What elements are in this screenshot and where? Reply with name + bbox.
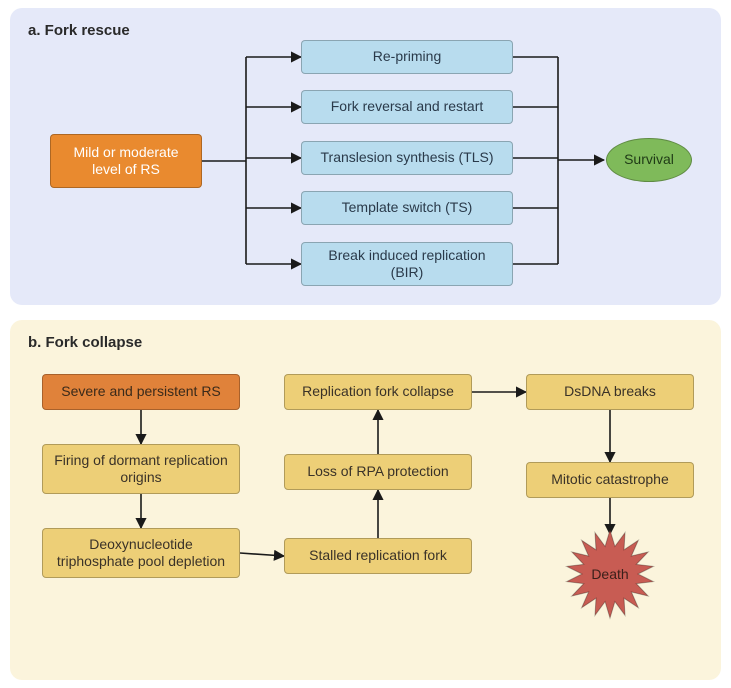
rescue-option-1: Fork reversal and restart	[301, 90, 513, 124]
panel-fork-rescue: a. Fork rescue Mild or moderate level of…	[10, 8, 721, 305]
rs-severe-persistent: Severe and persistent RS	[42, 374, 240, 410]
rescue-option-0: Re-priming	[301, 40, 513, 74]
node-stalled: Stalled replication fork	[284, 538, 472, 574]
survival-outcome: Survival	[606, 138, 692, 182]
node-pool: Deoxynucleotide triphosphate pool deplet…	[42, 528, 240, 578]
node-dsdna: DsDNA breaks	[526, 374, 694, 410]
rescue-option-4: Break induced replication (BIR)	[301, 242, 513, 286]
svg-text:Death: Death	[591, 566, 628, 582]
panel-fork-collapse: b. Fork collapse Severe and persistent R…	[10, 320, 721, 680]
node-mitotic: Mitotic catastrophe	[526, 462, 694, 498]
panel-b-title: b. Fork collapse	[28, 334, 703, 351]
node-firing: Firing of dormant replication origins	[42, 444, 240, 494]
death-starburst: Death	[563, 527, 657, 621]
node-loss: Loss of RPA protection	[284, 454, 472, 490]
rescue-option-2: Translesion synthesis (TLS)	[301, 141, 513, 175]
panel-a-title: a. Fork rescue	[28, 22, 703, 39]
rs-mild-moderate: Mild or moderate level of RS	[50, 134, 202, 188]
node-collapse: Replication fork collapse	[284, 374, 472, 410]
rescue-option-3: Template switch (TS)	[301, 191, 513, 225]
